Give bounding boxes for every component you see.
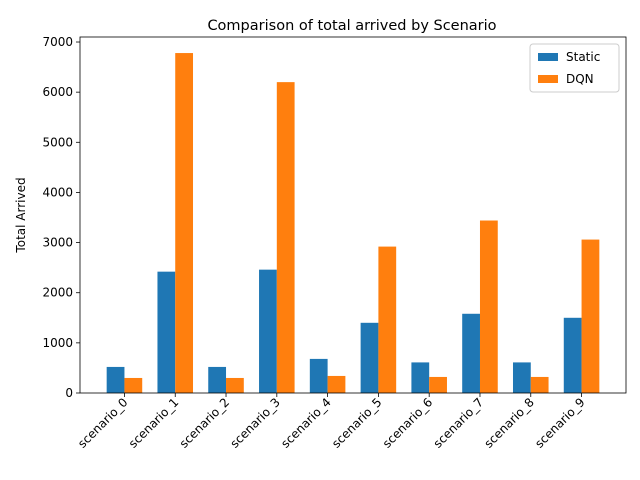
bar-static-scenario_4 <box>309 358 328 393</box>
x-axis: scenario_0scenario_1scenario_2scenario_3… <box>75 393 588 451</box>
bar-dqn-scenario_7 <box>479 220 498 393</box>
y-axis: 0 1000 2000 3000 4000 5000 6000 7000 <box>42 35 80 400</box>
y-tick-label: 6000 <box>42 85 73 99</box>
x-tick-label-scenario_0: scenario_0 <box>75 395 130 450</box>
legend-swatch-static <box>538 53 558 61</box>
bar-static-scenario_3 <box>259 269 277 393</box>
bar-static-scenario_0 <box>106 366 125 393</box>
x-tick-label-scenario_8: scenario_8 <box>481 395 536 450</box>
x-tick-label-scenario_2: scenario_2 <box>177 395 232 450</box>
y-tick-label: 7000 <box>42 35 73 49</box>
y-tick-label: 4000 <box>42 185 73 199</box>
bar-static-scenario_1 <box>157 271 176 393</box>
bar-static-scenario_6 <box>411 362 430 393</box>
y-tick-label: 3000 <box>42 236 73 250</box>
x-tick-label-scenario_5: scenario_5 <box>329 395 384 450</box>
bar-dqn-scenario_2 <box>226 377 244 393</box>
x-tick-label-scenario_9: scenario_9 <box>532 395 587 450</box>
bar-dqn-scenario_4 <box>327 375 346 393</box>
legend: Static DQN <box>529 43 620 93</box>
y-tick-label: 2000 <box>42 286 73 300</box>
legend-label-dqn: DQN <box>566 72 594 86</box>
bar-dqn-scenario_8 <box>530 376 549 393</box>
y-tick-label: 5000 <box>42 135 73 149</box>
x-tick-label-scenario_6: scenario_6 <box>380 395 435 450</box>
bars-group <box>106 53 600 394</box>
y-axis-label: Total Arrived <box>14 177 28 253</box>
bar-dqn-scenario_1 <box>175 53 194 394</box>
bar-dqn-scenario_0 <box>124 377 143 393</box>
bar-dqn-scenario_9 <box>581 239 600 393</box>
x-tick-label-scenario_1: scenario_1 <box>126 395 181 450</box>
bar-static-scenario_5 <box>360 322 379 393</box>
bar-static-scenario_9 <box>563 317 582 393</box>
bar-dqn-scenario_6 <box>429 376 447 393</box>
plot-frame <box>79 36 627 394</box>
bar-dqn-scenario_3 <box>276 82 295 393</box>
bar-static-scenario_7 <box>462 313 480 393</box>
legend-swatch-dqn <box>538 75 558 83</box>
x-tick-label-scenario_3: scenario_3 <box>227 395 282 450</box>
bar-static-scenario_2 <box>208 366 227 393</box>
bar-dqn-scenario_5 <box>378 246 397 393</box>
y-tick-label: 0 <box>65 386 73 400</box>
bar-static-scenario_8 <box>512 362 531 393</box>
y-tick-label: 1000 <box>42 336 73 350</box>
x-tick-label-scenario_4: scenario_4 <box>278 395 333 450</box>
legend-label-static: Static <box>566 50 600 64</box>
x-tick-label-scenario_7: scenario_7 <box>431 395 486 450</box>
chart-title: Comparison of total arrived by Scenario <box>207 18 496 34</box>
